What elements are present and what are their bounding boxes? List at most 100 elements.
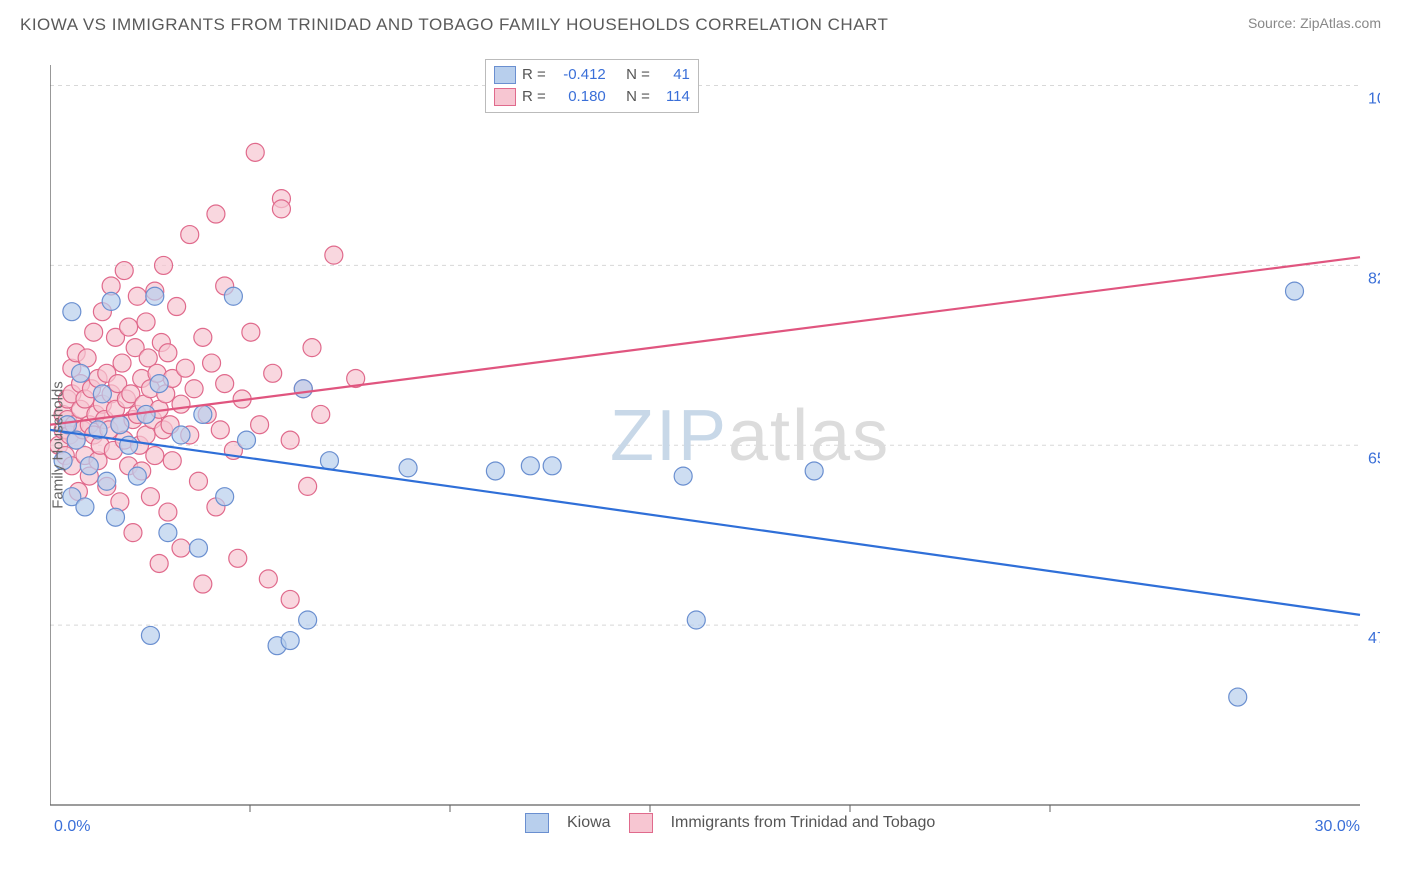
data-point-trinidad — [159, 503, 177, 521]
data-point-trinidad — [281, 431, 299, 449]
data-point-trinidad — [181, 226, 199, 244]
data-point-kiowa — [72, 364, 90, 382]
data-point-kiowa — [805, 462, 823, 480]
data-point-trinidad — [251, 416, 269, 434]
data-point-kiowa — [1229, 688, 1247, 706]
data-point-kiowa — [224, 287, 242, 305]
data-point-kiowa — [102, 292, 120, 310]
data-point-trinidad — [281, 590, 299, 608]
y-tick-label: 65.0% — [1368, 450, 1380, 467]
chart-title: KIOWA VS IMMIGRANTS FROM TRINIDAD AND TO… — [20, 15, 888, 35]
trend-line-kiowa — [50, 430, 1360, 615]
source-prefix: Source: — [1248, 15, 1300, 31]
data-point-trinidad — [229, 549, 247, 567]
data-point-trinidad — [207, 205, 225, 223]
data-point-trinidad — [137, 313, 155, 331]
data-point-kiowa — [320, 452, 338, 470]
correlation-legend: R =-0.412 N =41R =0.180 N =114 — [485, 59, 699, 113]
data-point-trinidad — [242, 323, 260, 341]
y-tick-label: 47.5% — [1368, 630, 1380, 647]
data-point-kiowa — [189, 539, 207, 557]
data-point-kiowa — [687, 611, 705, 629]
data-point-trinidad — [203, 354, 221, 372]
legend-swatch-kiowa — [494, 66, 516, 84]
data-point-trinidad — [185, 380, 203, 398]
n-label: N = — [626, 86, 650, 108]
legend-bottom-swatch-kiowa — [525, 813, 549, 833]
legend-bottom-swatch-trinidad — [629, 813, 653, 833]
data-point-trinidad — [194, 575, 212, 593]
data-point-kiowa — [1286, 282, 1304, 300]
trend-line-trinidad — [50, 257, 1360, 425]
data-point-kiowa — [137, 405, 155, 423]
data-point-kiowa — [159, 524, 177, 542]
data-point-trinidad — [211, 421, 229, 439]
data-point-trinidad — [146, 447, 164, 465]
data-point-trinidad — [272, 200, 290, 218]
data-point-trinidad — [259, 570, 277, 588]
data-point-kiowa — [521, 457, 539, 475]
data-point-kiowa — [76, 498, 94, 516]
data-point-kiowa — [107, 508, 125, 526]
data-point-kiowa — [172, 426, 190, 444]
data-point-trinidad — [189, 472, 207, 490]
legend-bottom-label-kiowa: Kiowa — [567, 814, 611, 832]
data-point-trinidad — [172, 395, 190, 413]
x-tick-label: 30.0% — [1315, 818, 1360, 835]
data-point-trinidad — [246, 143, 264, 161]
data-point-trinidad — [216, 375, 234, 393]
legend-row-trinidad: R =0.180 N =114 — [494, 86, 690, 108]
data-point-kiowa — [146, 287, 164, 305]
legend-bottom-label-trinidad: Immigrants from Trinidad and Tobago — [671, 814, 936, 832]
data-point-kiowa — [281, 632, 299, 650]
data-point-trinidad — [141, 488, 159, 506]
scatter-plot: 47.5%65.0%82.5%100.0%0.0%30.0% — [50, 55, 1380, 835]
data-point-trinidad — [150, 554, 168, 572]
data-point-trinidad — [303, 339, 321, 357]
y-tick-label: 82.5% — [1368, 270, 1380, 287]
chart-container: Family Households ZIPatlas 47.5%65.0%82.… — [50, 55, 1380, 835]
y-axis-label: Family Households — [50, 381, 67, 509]
data-point-kiowa — [150, 375, 168, 393]
legend-row-kiowa: R = -0.412 N = 41 — [494, 64, 690, 86]
data-point-trinidad — [159, 344, 177, 362]
data-point-trinidad — [115, 262, 133, 280]
data-point-trinidad — [264, 364, 282, 382]
r-value: -0.412 — [552, 64, 606, 86]
source-attribution: Source: ZipAtlas.com — [1248, 15, 1381, 31]
data-point-kiowa — [80, 457, 98, 475]
data-point-trinidad — [155, 256, 173, 274]
data-point-trinidad — [312, 405, 330, 423]
data-point-trinidad — [194, 328, 212, 346]
x-tick-label: 0.0% — [54, 818, 90, 835]
data-point-trinidad — [85, 323, 103, 341]
data-point-kiowa — [486, 462, 504, 480]
r-label: R = — [522, 86, 546, 108]
data-point-kiowa — [128, 467, 146, 485]
data-point-trinidad — [113, 354, 131, 372]
data-point-kiowa — [194, 405, 212, 423]
data-point-trinidad — [325, 246, 343, 264]
data-point-kiowa — [63, 303, 81, 321]
data-point-kiowa — [98, 472, 116, 490]
data-point-trinidad — [124, 524, 142, 542]
data-point-kiowa — [299, 611, 317, 629]
data-point-kiowa — [216, 488, 234, 506]
data-point-kiowa — [141, 626, 159, 644]
data-point-kiowa — [238, 431, 256, 449]
n-label: N = — [626, 64, 650, 86]
data-point-kiowa — [674, 467, 692, 485]
data-point-trinidad — [176, 359, 194, 377]
n-value: 41 — [656, 64, 690, 86]
data-point-trinidad — [168, 298, 186, 316]
r-label: R = — [522, 64, 546, 86]
data-point-trinidad — [163, 452, 181, 470]
data-point-trinidad — [299, 477, 317, 495]
data-point-trinidad — [120, 318, 138, 336]
data-point-kiowa — [399, 459, 417, 477]
series-legend: Kiowa Immigrants from Trinidad and Tobago — [525, 813, 935, 833]
data-point-kiowa — [111, 416, 129, 434]
data-point-kiowa — [93, 385, 111, 403]
n-value: 114 — [656, 86, 690, 108]
source-link[interactable]: ZipAtlas.com — [1300, 15, 1381, 31]
